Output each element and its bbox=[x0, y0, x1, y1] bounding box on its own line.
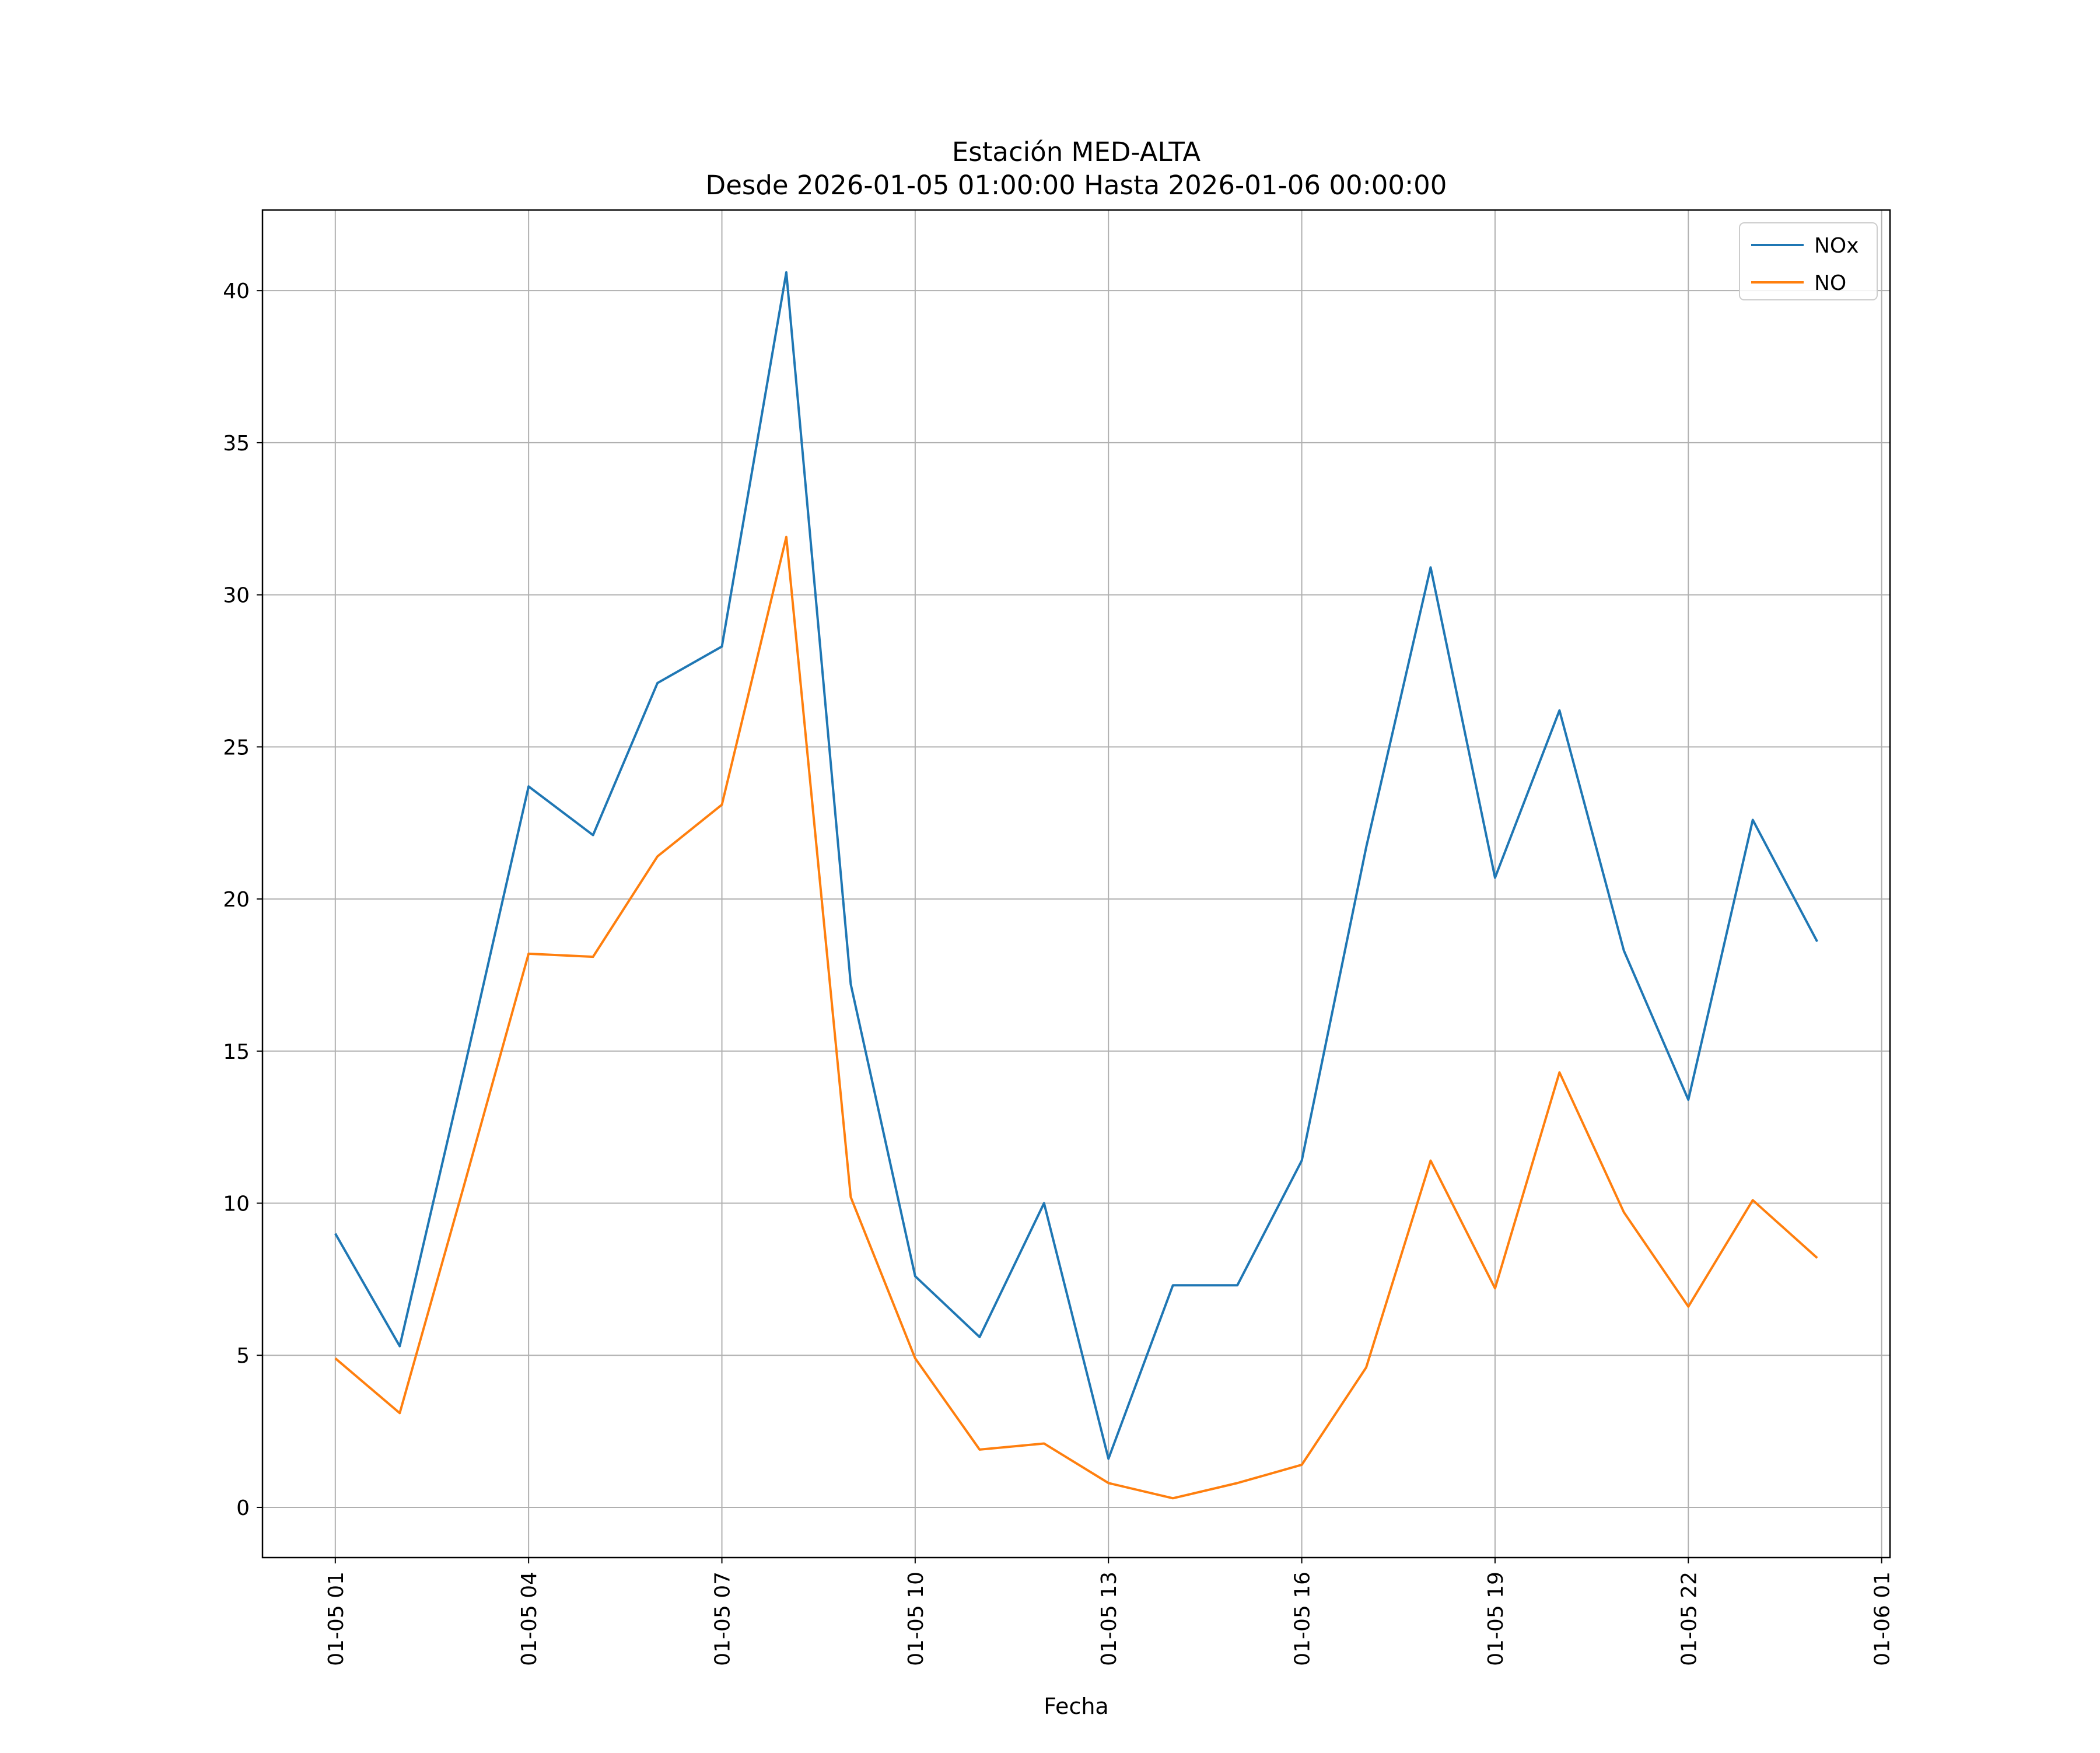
x-tick-label: 01-06 01 bbox=[1871, 1572, 1895, 1666]
x-tick-label: 01-05 22 bbox=[1677, 1572, 1701, 1666]
y-tick-label: 35 bbox=[223, 432, 250, 456]
x-tick-label: 01-05 04 bbox=[517, 1572, 541, 1666]
y-tick-label: 5 bbox=[236, 1344, 250, 1368]
x-tick-label: 01-05 13 bbox=[1097, 1572, 1121, 1666]
y-tick-label: 40 bbox=[223, 279, 250, 303]
y-tick-label: 10 bbox=[223, 1192, 250, 1216]
y-tick-label: 15 bbox=[223, 1040, 250, 1064]
x-tick-label: 01-05 07 bbox=[711, 1572, 735, 1666]
x-axis-label: Fecha bbox=[1044, 1693, 1108, 1719]
y-tick-label: 25 bbox=[223, 736, 250, 760]
x-tick-label: 01-05 19 bbox=[1484, 1572, 1508, 1666]
y-tick-label: 30 bbox=[223, 584, 250, 608]
x-tick-label: 01-05 16 bbox=[1291, 1572, 1315, 1666]
y-tick-label: 0 bbox=[236, 1496, 250, 1520]
y-tick-label: 20 bbox=[223, 888, 250, 912]
x-tick-label: 01-05 01 bbox=[324, 1572, 348, 1666]
chart-subtitle: Desde 2026-01-05 01:00:00 Hasta 2026-01-… bbox=[706, 170, 1447, 201]
legend-label-no: NO bbox=[1814, 271, 1846, 295]
legend-label-nox: NOx bbox=[1814, 234, 1859, 258]
x-tick-label: 01-05 10 bbox=[904, 1572, 928, 1666]
chart-title: Estación MED-ALTA bbox=[952, 137, 1201, 167]
legend: NOx NO bbox=[1740, 223, 1877, 300]
